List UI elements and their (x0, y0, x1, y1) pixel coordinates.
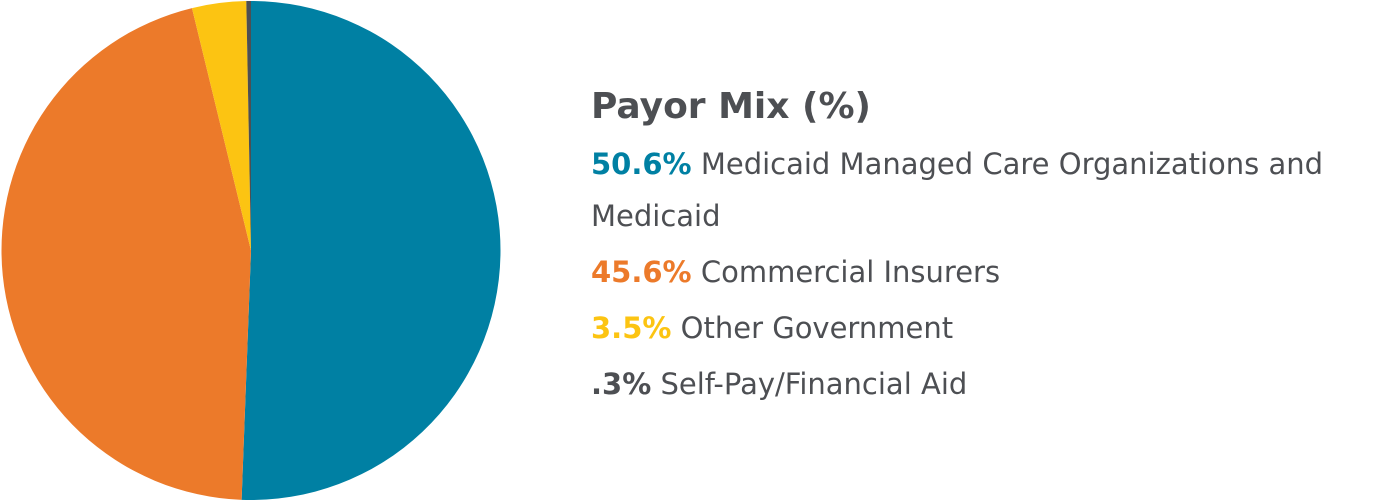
legend-value-medicaid: 50.6% (591, 147, 692, 181)
legend-value-other-government: 3.5% (591, 311, 672, 345)
legend-list: 50.6% Medicaid Managed Care Organization… (591, 138, 1391, 410)
legend-label-self-pay: Self-Pay/Financial Aid (660, 367, 968, 401)
legend-item-other-government: 3.5% Other Government (591, 302, 1391, 354)
legend-item-self-pay: .3% Self-Pay/Financial Aid (591, 358, 1391, 410)
chart-legend: Payor Mix (%) 50.6% Medicaid Managed Car… (591, 82, 1391, 414)
pie-slice-commercial (1, 8, 252, 500)
pie-slice-self-pay (246, 1, 251, 251)
pie-slice-other-government (191, 1, 251, 251)
legend-label-medicaid: Medicaid Managed Care Organizations and … (591, 147, 1324, 233)
pie-chart (1, 1, 501, 500)
legend-value-self-pay: .3% (591, 367, 652, 401)
legend-label-commercial: Commercial Insurers (700, 255, 1001, 289)
legend-value-commercial: 45.6% (591, 255, 692, 289)
chart-title: Payor Mix (%) (591, 86, 871, 127)
legend-label-other-government: Other Government (680, 311, 954, 345)
legend-item-medicaid: 50.6% Medicaid Managed Care Organization… (591, 138, 1381, 242)
pie-slice-medicaid (241, 1, 501, 500)
legend-item-commercial: 45.6% Commercial Insurers (591, 246, 1391, 298)
